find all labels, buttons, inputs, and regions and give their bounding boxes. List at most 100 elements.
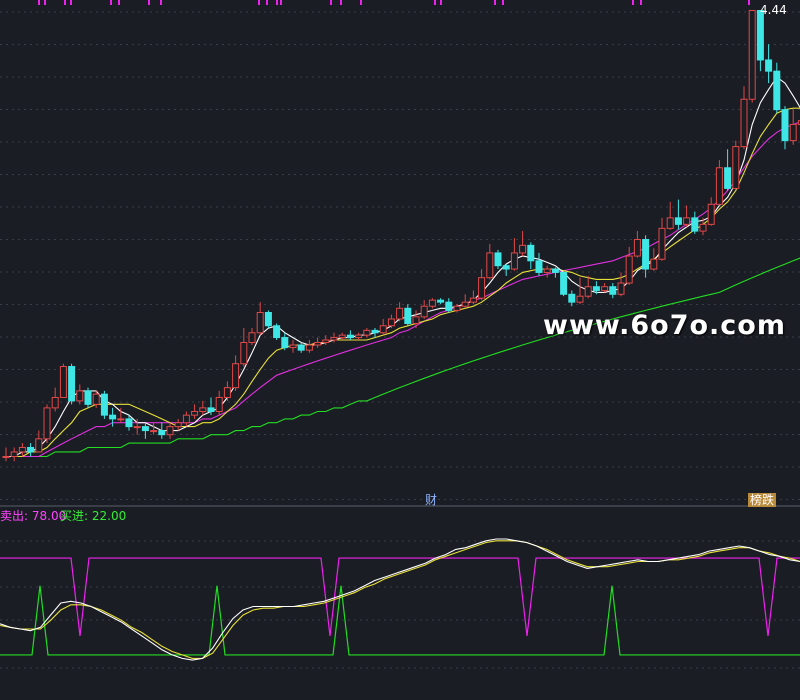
candle	[117, 407, 125, 423]
candle-body	[683, 217, 691, 225]
candle-body	[592, 286, 600, 291]
candle	[773, 62, 781, 114]
candle-body	[297, 344, 305, 351]
candle-body	[732, 146, 740, 189]
candle-body	[699, 223, 707, 232]
candle-body	[289, 344, 297, 349]
candle	[756, 9, 764, 72]
oscillator-panel	[0, 538, 800, 661]
top-marker-tick	[502, 0, 504, 5]
candle	[650, 248, 658, 271]
candle	[633, 231, 641, 258]
top-marker-tick	[148, 0, 150, 5]
candle	[396, 302, 404, 322]
candle-body	[92, 393, 100, 405]
candle	[642, 235, 650, 278]
candle-body	[601, 286, 609, 291]
candle	[502, 264, 510, 276]
k-line	[0, 538, 800, 661]
candle	[740, 86, 748, 150]
candle	[166, 422, 174, 439]
candle-body	[617, 282, 625, 295]
candle-body	[2, 455, 10, 458]
candle-body	[502, 265, 510, 270]
candle-body	[691, 217, 699, 232]
candle	[273, 323, 281, 341]
candle-body	[371, 329, 379, 334]
max-price-label: 4.44	[760, 3, 787, 17]
candle-body	[125, 418, 133, 428]
candle-body	[576, 295, 584, 303]
candle	[519, 231, 527, 257]
candle	[141, 422, 149, 439]
candle-body	[674, 217, 682, 225]
candle	[691, 211, 699, 234]
candle	[150, 422, 158, 435]
candle-body	[27, 446, 35, 453]
candle	[314, 337, 322, 348]
candle	[338, 332, 346, 341]
candle	[666, 201, 674, 230]
candle	[486, 243, 494, 280]
top-marker-tick	[440, 0, 442, 5]
candle-body	[379, 325, 387, 334]
candle	[437, 298, 445, 305]
candlestick-series	[2, 9, 800, 462]
candle-body	[355, 334, 363, 339]
candle-body	[445, 301, 453, 311]
candle	[322, 335, 330, 346]
candle-body	[338, 334, 346, 339]
event-tag-bangdie: 榜跌	[748, 493, 777, 507]
candle	[387, 314, 395, 329]
candle-body	[486, 252, 494, 279]
candle-body	[527, 244, 535, 262]
candle	[789, 109, 797, 145]
top-marker-ticks	[38, 0, 750, 5]
candle	[592, 281, 600, 295]
top-marker-tick	[110, 0, 112, 5]
candle-body	[232, 363, 240, 389]
candle	[297, 342, 305, 353]
candle-body	[724, 167, 732, 189]
candle-body	[707, 203, 715, 225]
candle	[699, 217, 707, 236]
price-grid	[0, 11, 800, 669]
candle	[125, 415, 133, 431]
candle-body	[10, 451, 18, 457]
candle-body	[68, 366, 76, 402]
candle	[223, 381, 231, 401]
candle-body	[346, 334, 354, 339]
candle-body	[469, 297, 477, 303]
candle-body	[43, 407, 51, 440]
candle	[207, 397, 215, 416]
top-marker-tick	[360, 0, 362, 5]
candle	[379, 319, 387, 336]
candle	[445, 298, 453, 313]
candle	[576, 277, 584, 305]
top-marker-tick	[494, 0, 496, 5]
candle	[453, 304, 461, 313]
candle-body	[658, 227, 666, 260]
candle	[674, 199, 682, 230]
candle-body	[568, 293, 576, 303]
candle	[109, 407, 117, 427]
top-marker-tick	[640, 0, 642, 5]
candle-body	[199, 407, 207, 412]
candle-body	[715, 167, 723, 205]
ma5-line	[6, 76, 800, 458]
candle-body	[740, 98, 748, 148]
candle	[68, 363, 76, 405]
candle-body	[100, 393, 108, 416]
candle	[560, 270, 568, 297]
candle	[92, 390, 100, 408]
candle-body	[322, 339, 330, 344]
candle	[568, 290, 576, 307]
candle	[240, 328, 248, 367]
candle	[191, 404, 199, 419]
candle-body	[633, 239, 641, 257]
candle-body	[781, 109, 789, 142]
candle-body	[18, 446, 26, 453]
event-tag-cai: 财	[425, 493, 438, 507]
candle	[683, 205, 691, 228]
candle-body	[756, 9, 764, 61]
